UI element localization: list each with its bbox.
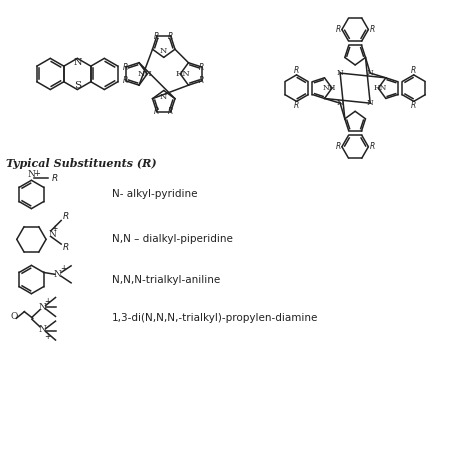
- Text: HN: HN: [374, 84, 387, 92]
- Text: R: R: [123, 76, 128, 85]
- Text: +: +: [44, 332, 50, 341]
- Text: R: R: [411, 101, 416, 110]
- Text: R: R: [335, 25, 341, 34]
- Text: NH: NH: [323, 84, 337, 92]
- Text: 1,3-di(N,N,N,-trialkyl)-propylen-diamine: 1,3-di(N,N,N,-trialkyl)-propylen-diamine: [112, 313, 318, 323]
- Text: R: R: [199, 76, 204, 85]
- Text: N- alkyl-pyridine: N- alkyl-pyridine: [112, 190, 197, 200]
- Text: N: N: [27, 170, 36, 179]
- Text: R: R: [154, 108, 159, 116]
- Text: N: N: [160, 46, 167, 55]
- Text: O: O: [10, 312, 18, 321]
- Text: N: N: [337, 99, 344, 107]
- Text: R: R: [63, 212, 69, 221]
- Text: N,N,N-trialkyl-aniline: N,N,N-trialkyl-aniline: [112, 274, 220, 284]
- Text: N: N: [73, 58, 82, 67]
- Text: R: R: [63, 243, 69, 252]
- Text: Typical Substituents (R): Typical Substituents (R): [6, 158, 157, 169]
- Text: R: R: [168, 108, 173, 116]
- Text: N: N: [54, 270, 62, 279]
- Text: R: R: [294, 101, 299, 110]
- Text: R: R: [199, 63, 204, 72]
- Text: N: N: [367, 69, 374, 77]
- Text: N: N: [160, 93, 167, 101]
- Text: R: R: [52, 174, 58, 183]
- Text: HN: HN: [175, 70, 190, 78]
- Text: N: N: [38, 303, 46, 312]
- Text: R: R: [168, 32, 173, 41]
- Text: N,N – dialkyl-piperidine: N,N – dialkyl-piperidine: [112, 234, 233, 245]
- Text: NH: NH: [137, 70, 152, 78]
- Text: R: R: [294, 66, 299, 75]
- Text: R: R: [370, 25, 375, 34]
- Text: R: R: [154, 32, 159, 41]
- Text: R: R: [123, 63, 128, 72]
- Text: S: S: [74, 81, 81, 90]
- Text: N: N: [49, 230, 57, 239]
- Text: R: R: [335, 142, 341, 151]
- Text: R: R: [370, 142, 375, 151]
- Text: +: +: [44, 297, 50, 306]
- Text: +: +: [51, 225, 57, 234]
- Text: R: R: [411, 66, 416, 75]
- Text: N: N: [337, 69, 344, 77]
- Text: +: +: [60, 264, 67, 273]
- Text: N: N: [38, 325, 46, 334]
- Text: N: N: [367, 99, 374, 107]
- Text: +: +: [33, 169, 40, 178]
